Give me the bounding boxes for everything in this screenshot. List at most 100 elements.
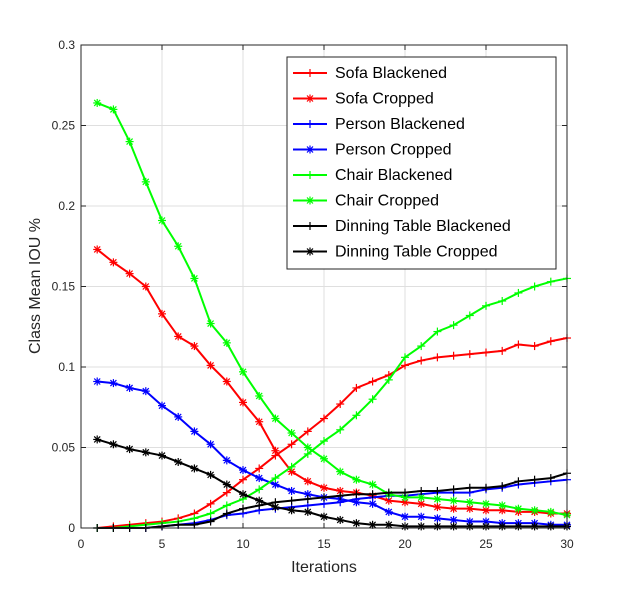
star-marker bbox=[158, 401, 166, 410]
star-marker bbox=[368, 520, 377, 529]
plus-marker bbox=[222, 509, 231, 518]
star-marker bbox=[546, 507, 555, 516]
star-marker bbox=[384, 520, 393, 529]
star-marker bbox=[271, 414, 280, 423]
legend-item: Person Cropped bbox=[293, 142, 452, 159]
star-marker bbox=[417, 522, 426, 531]
plus-marker bbox=[239, 475, 247, 484]
star-marker bbox=[109, 105, 118, 114]
axis-ticks: 0 5 10 15 20 25 30 0 0.05 0.1 0.15 0.2 0.25 0.3 bbox=[52, 38, 574, 551]
star-marker bbox=[158, 309, 166, 318]
y-tick-label: 0.1 bbox=[58, 360, 75, 374]
star-marker bbox=[255, 496, 264, 505]
star-marker bbox=[141, 448, 150, 457]
star-marker bbox=[109, 379, 118, 388]
star-marker bbox=[514, 522, 523, 531]
plus-marker bbox=[336, 491, 345, 500]
legend-item: Person Blackened bbox=[293, 116, 465, 133]
plus-marker bbox=[368, 377, 377, 386]
x-tick-label: 30 bbox=[560, 537, 574, 551]
y-tick-label: 0.15 bbox=[52, 280, 76, 294]
plus-marker bbox=[465, 350, 474, 359]
plus-marker bbox=[287, 462, 296, 471]
star-marker bbox=[190, 274, 199, 283]
star-marker bbox=[433, 514, 442, 523]
plus-marker bbox=[320, 414, 328, 423]
plus-marker bbox=[417, 486, 426, 495]
legend-label: Person Blackened bbox=[335, 116, 465, 133]
star-marker bbox=[368, 480, 377, 489]
star-marker bbox=[303, 507, 312, 516]
legend-label: Chair Cropped bbox=[335, 193, 439, 210]
star-marker bbox=[303, 477, 312, 486]
legend-label: Sofa Blackened bbox=[335, 65, 447, 82]
star-marker bbox=[93, 377, 102, 386]
plus-marker bbox=[239, 504, 247, 513]
star-marker bbox=[190, 427, 199, 436]
plus-marker bbox=[546, 474, 555, 483]
star-marker bbox=[174, 242, 183, 251]
plus-marker bbox=[514, 288, 523, 297]
star-marker bbox=[287, 506, 296, 515]
plus-marker bbox=[222, 501, 231, 510]
plus-marker bbox=[546, 337, 555, 346]
star-marker bbox=[287, 429, 296, 438]
star-marker bbox=[336, 467, 345, 476]
star-marker bbox=[125, 137, 134, 146]
plus-marker bbox=[514, 477, 523, 486]
y-tick-label: 0.3 bbox=[58, 38, 75, 52]
plus-marker bbox=[401, 488, 409, 497]
star-marker bbox=[174, 412, 183, 421]
plus-marker bbox=[306, 69, 314, 77]
plus-marker bbox=[401, 353, 409, 362]
plus-marker bbox=[384, 375, 393, 384]
legend-item: Dinning Table Blackened bbox=[293, 218, 511, 235]
star-marker bbox=[141, 177, 150, 186]
plus-marker bbox=[465, 483, 474, 492]
star-marker bbox=[109, 440, 118, 449]
plus-marker bbox=[255, 464, 264, 473]
plus-marker bbox=[190, 520, 199, 529]
star-marker bbox=[352, 475, 361, 484]
y-tick-label: 0 bbox=[68, 521, 75, 535]
plus-marker bbox=[206, 509, 215, 518]
y-tick-label: 0.25 bbox=[52, 119, 76, 133]
plus-marker bbox=[287, 440, 296, 449]
plus-marker bbox=[206, 517, 215, 526]
star-marker bbox=[255, 391, 264, 400]
x-tick-label: 20 bbox=[398, 537, 412, 551]
star-marker bbox=[449, 496, 458, 505]
legend-label: Dinning Table Blackened bbox=[335, 218, 511, 235]
star-marker bbox=[401, 512, 409, 521]
star-marker bbox=[336, 515, 345, 524]
star-marker bbox=[239, 398, 247, 407]
star-marker bbox=[546, 522, 555, 531]
star-marker bbox=[498, 522, 507, 531]
star-marker bbox=[303, 443, 312, 452]
star-marker bbox=[125, 383, 134, 392]
plus-marker bbox=[433, 327, 442, 336]
plus-marker bbox=[174, 520, 183, 529]
series-dinning-table-blackened bbox=[93, 469, 571, 532]
star-marker bbox=[306, 94, 314, 103]
star-marker bbox=[320, 454, 328, 463]
legend-label: Chair Blackened bbox=[335, 167, 452, 184]
star-marker bbox=[93, 435, 102, 444]
plus-marker bbox=[306, 222, 314, 230]
plus-marker bbox=[498, 296, 507, 305]
star-marker bbox=[125, 269, 134, 278]
star-marker bbox=[306, 145, 314, 154]
star-marker bbox=[320, 512, 328, 521]
star-marker bbox=[306, 196, 314, 205]
star-marker bbox=[433, 522, 442, 531]
legend-item: Chair Blackened bbox=[293, 167, 452, 184]
star-marker bbox=[433, 503, 442, 512]
star-marker bbox=[271, 446, 280, 455]
plus-marker bbox=[530, 475, 539, 484]
plus-marker bbox=[449, 321, 458, 330]
plus-marker bbox=[530, 282, 539, 291]
star-marker bbox=[206, 319, 215, 328]
legend-item: Sofa Blackened bbox=[293, 65, 447, 82]
star-marker bbox=[174, 457, 183, 466]
legend-item: Sofa Cropped bbox=[293, 91, 434, 108]
